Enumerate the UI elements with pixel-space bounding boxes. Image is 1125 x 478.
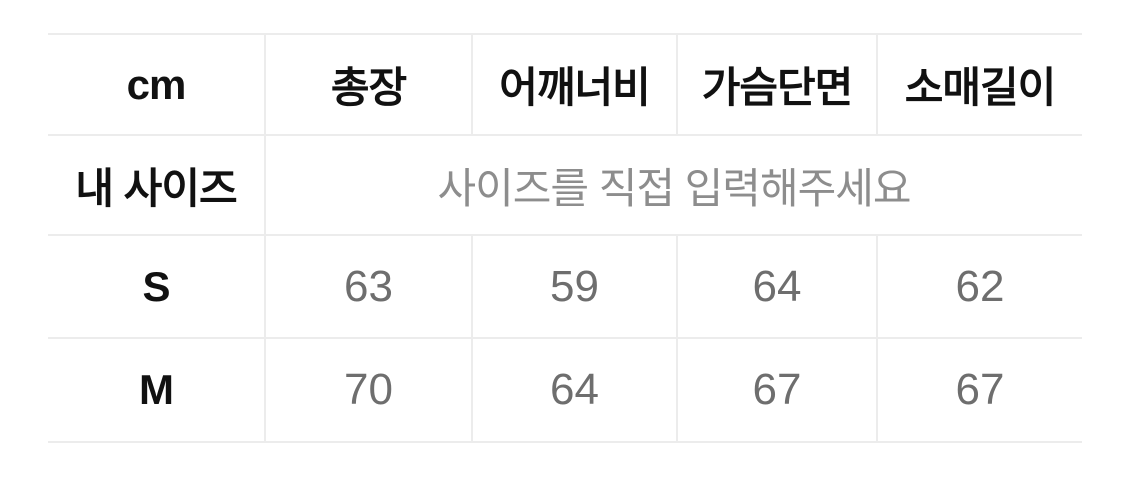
size-label-m: M [48, 337, 266, 443]
my-size-label: 내 사이즈 [48, 134, 266, 236]
measurement-value: 64 [471, 337, 678, 443]
column-header-chest-width: 가슴단면 [676, 33, 878, 136]
my-size-input-cell[interactable]: 사이즈를 직접 입력해주세요 [264, 134, 1082, 236]
header-row: cm 총장 어깨너비 가슴단면 소매길이 [48, 33, 1082, 136]
table-row-size-m: M 70 64 67 67 [48, 337, 1082, 443]
column-header-shoulder-width: 어깨너비 [471, 33, 678, 136]
table-row-size-s: S 63 59 64 62 [48, 234, 1082, 339]
size-chart-table: cm 총장 어깨너비 가슴단면 소매길이 내 사이즈 사이즈를 직접 입력해주세… [48, 33, 1082, 443]
measurement-value: 67 [876, 337, 1082, 443]
measurement-value: 70 [264, 337, 473, 443]
measurement-value: 63 [264, 234, 473, 339]
size-label-s: S [48, 234, 266, 339]
measurement-value: 67 [676, 337, 878, 443]
measurement-value: 59 [471, 234, 678, 339]
unit-header: cm [48, 33, 266, 136]
column-header-total-length: 총장 [264, 33, 473, 136]
measurement-value: 62 [876, 234, 1082, 339]
column-header-sleeve-length: 소매길이 [876, 33, 1082, 136]
my-size-row: 내 사이즈 사이즈를 직접 입력해주세요 [48, 134, 1082, 236]
measurement-value: 64 [676, 234, 878, 339]
